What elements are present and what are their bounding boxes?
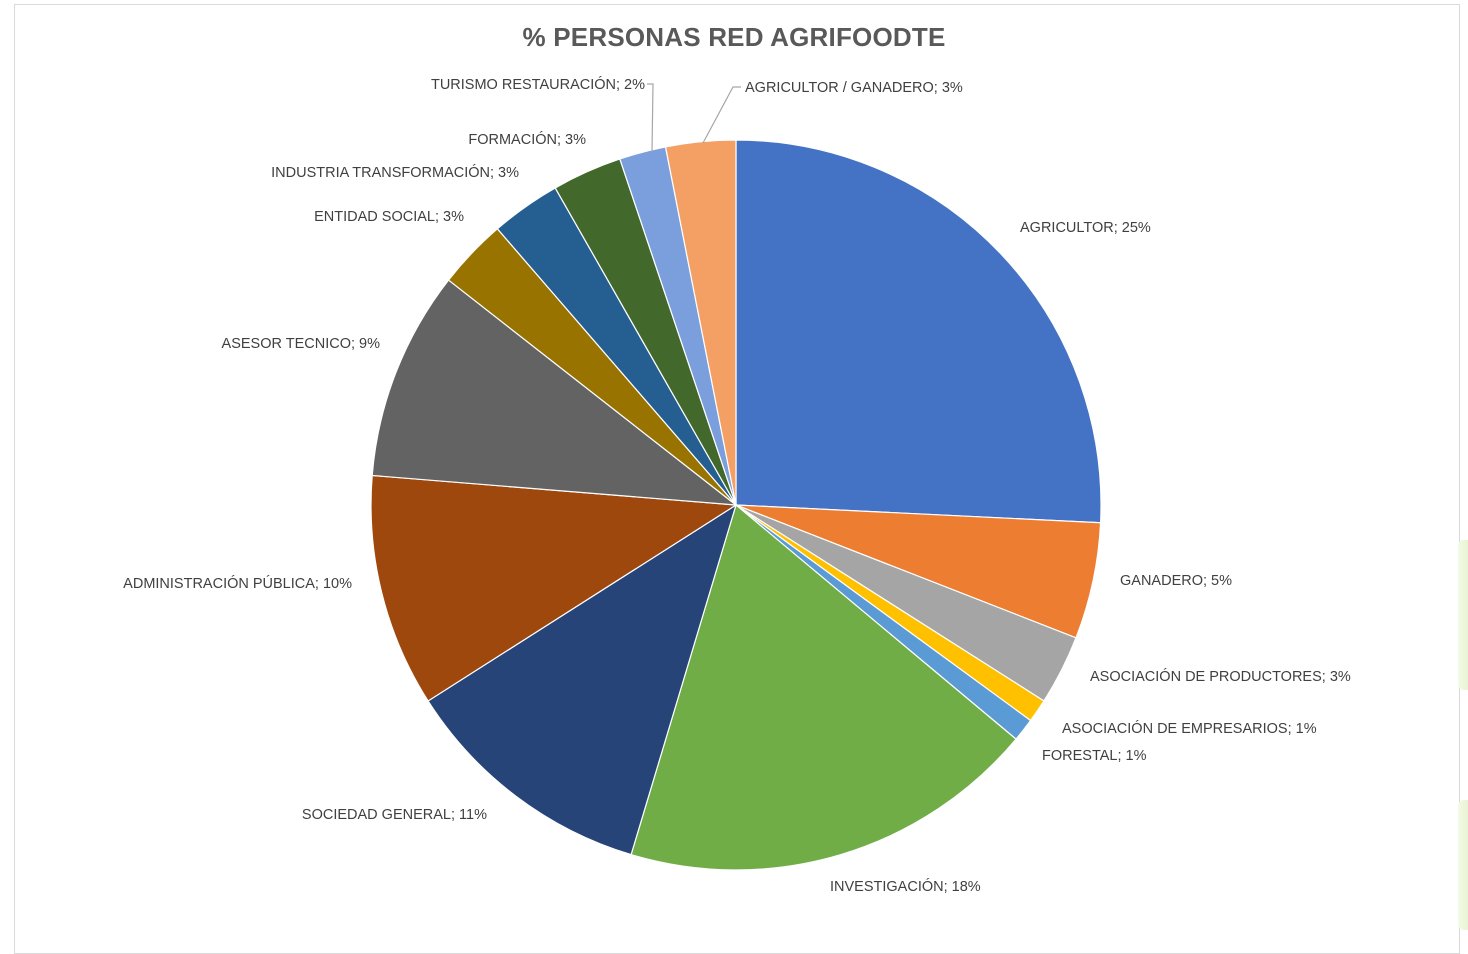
slice-label: ENTIDAD SOCIAL; 3% bbox=[314, 209, 464, 225]
pie-slice-agricultor-ganadero bbox=[664, 139, 737, 506]
pie-slice-investigacion bbox=[630, 503, 1017, 871]
pie-slice-agricultor bbox=[735, 139, 1102, 524]
pie-slice-administracion-publica bbox=[370, 474, 738, 702]
leader-lines bbox=[647, 83, 741, 153]
slice-label: ASOCIACIÓN DE PRODUCTORES; 3% bbox=[1090, 668, 1351, 685]
leader-line bbox=[702, 86, 741, 144]
slice-label: AGRICULTOR; 25% bbox=[1020, 220, 1151, 236]
pie-slice-asesor-tecnico bbox=[371, 279, 738, 506]
slice-label: FORESTAL; 1% bbox=[1042, 748, 1147, 764]
slice-label: AGRICULTOR / GANADERO; 3% bbox=[745, 80, 963, 96]
edge-decoration bbox=[1458, 540, 1468, 690]
edge-decoration bbox=[1458, 800, 1468, 930]
slice-label: INVESTIGACIÓN; 18% bbox=[830, 878, 981, 895]
slice-label: ASESOR TECNICO; 9% bbox=[222, 336, 381, 352]
slice-label: SOCIEDAD GENERAL; 11% bbox=[302, 807, 487, 823]
slice-label: FORMACIÓN; 3% bbox=[468, 131, 586, 148]
slice-label: TURISMO RESTAURACIÓN; 2% bbox=[431, 76, 645, 93]
slice-label: INDUSTRIA TRANSFORMACIÓN; 3% bbox=[271, 164, 519, 181]
pie-slice-sociedad-general bbox=[427, 503, 738, 856]
leader-line bbox=[647, 83, 654, 153]
slice-label: GANADERO; 5% bbox=[1120, 573, 1232, 589]
slice-label: ASOCIACIÓN DE EMPRESARIOS; 1% bbox=[1062, 720, 1317, 737]
pie-slices bbox=[370, 139, 1102, 871]
slice-label: ADMINISTRACIÓN PÚBLICA; 10% bbox=[123, 575, 352, 592]
slice-labels: AGRICULTOR; 25% GANADERO; 5% ASOCIACIÓN DE… bbox=[123, 76, 1351, 895]
chart-title: % PERSONAS RED AGRIFOODTE bbox=[522, 22, 946, 52]
